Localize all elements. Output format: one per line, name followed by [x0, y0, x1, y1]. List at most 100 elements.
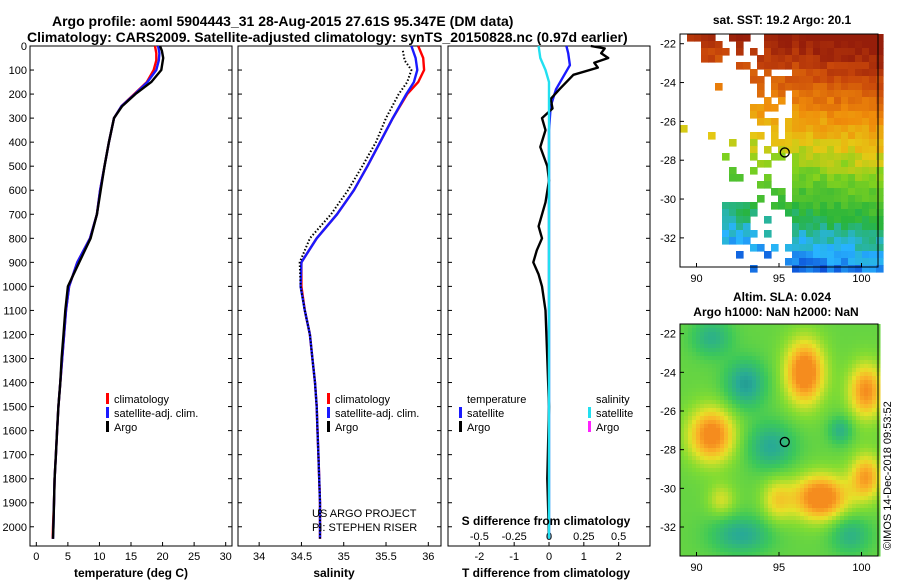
sla-cell: [824, 456, 829, 461]
sst-cell: [813, 251, 821, 259]
sla-cell: [684, 468, 689, 473]
sla-cell: [852, 428, 857, 433]
sla-cell: [860, 328, 865, 333]
sla-cell: [752, 516, 757, 521]
sla-cell: [772, 344, 777, 349]
sla-cell: [728, 400, 733, 405]
sla-cell: [856, 544, 861, 549]
sla-cell: [824, 540, 829, 545]
sla-cell: [812, 400, 817, 405]
sst-cell: [848, 90, 856, 98]
sla-cell: [688, 380, 693, 385]
sla-cell: [724, 432, 729, 437]
sla-cell: [756, 380, 761, 385]
sla-cell: [808, 332, 813, 337]
sla-cell: [764, 512, 769, 517]
sla-cell: [732, 536, 737, 541]
sst-cell: [813, 132, 821, 140]
sst-cell: [862, 90, 870, 98]
sla-cell: [748, 440, 753, 445]
sst-cell: [834, 111, 842, 119]
sla-cell: [744, 504, 749, 509]
sst-cell: [757, 55, 765, 63]
sla-cell: [832, 460, 837, 465]
argo-position-marker: [779, 436, 790, 448]
sla-cell: [804, 464, 809, 469]
sla-cell: [860, 472, 865, 477]
sla-cell: [820, 444, 825, 449]
sla-cell: [848, 436, 853, 441]
sla-cell: [872, 540, 877, 545]
sla-cell: [856, 356, 861, 361]
sla-cell: [776, 496, 781, 501]
sla-cell: [720, 504, 725, 509]
sla-cell: [840, 356, 845, 361]
sla-cell: [836, 440, 841, 445]
sst-cell: [771, 55, 779, 63]
sst-cell: [834, 48, 842, 56]
sla-cell: [852, 364, 857, 369]
sla-cell: [848, 424, 853, 429]
sla-cell: [724, 488, 729, 493]
sst-cell: [827, 230, 835, 238]
sst-cell: [813, 69, 821, 77]
sst-cell: [799, 153, 807, 161]
sla-cell: [796, 448, 801, 453]
sla-cell: [828, 460, 833, 465]
sla-cell: [680, 356, 685, 361]
sla-cell: [692, 480, 697, 485]
legend-label-argo: Argo: [114, 422, 137, 434]
sla-cell: [696, 340, 701, 345]
sla-cell: [704, 548, 709, 553]
sla-cell: [704, 360, 709, 365]
sst-cell: [785, 258, 793, 266]
map-x-tick-label: 95: [773, 273, 785, 285]
sla-cell: [872, 408, 877, 413]
sla-cell: [868, 336, 873, 341]
sla-cell: [776, 380, 781, 385]
sla-cell: [872, 484, 877, 489]
sla-cell: [780, 516, 785, 521]
sla-cell: [772, 516, 777, 521]
sla-cell: [740, 540, 745, 545]
sst-cell: [792, 251, 800, 259]
sla-cell: [752, 460, 757, 465]
sst-cell: [855, 230, 863, 238]
sla-cell: [692, 388, 697, 393]
sla-cell: [776, 412, 781, 417]
sla-cell: [736, 400, 741, 405]
sla-cell: [856, 476, 861, 481]
sla-cell: [872, 436, 877, 441]
sla-cell: [712, 476, 717, 481]
sla-cell: [868, 496, 873, 501]
sla-cell: [700, 436, 705, 441]
sst-cell: [841, 181, 849, 189]
sla-cell: [864, 436, 869, 441]
sst-cell: [869, 83, 877, 91]
sla-cell: [816, 468, 821, 473]
sla-cell: [840, 476, 845, 481]
sla-cell: [812, 332, 817, 337]
sst-cell: [848, 181, 856, 189]
sla-cell: [872, 464, 877, 469]
sla-cell: [724, 504, 729, 509]
sla-cell: [704, 452, 709, 457]
sst-cell: [841, 195, 849, 203]
sla-cell: [788, 424, 793, 429]
sla-cell: [768, 364, 773, 369]
sla-cell: [812, 408, 817, 413]
sst-cell: [778, 97, 786, 105]
sla-cell: [732, 364, 737, 369]
sla-cell: [840, 388, 845, 393]
sla-cell: [824, 520, 829, 525]
sla-cell: [804, 472, 809, 477]
sla-cell: [704, 448, 709, 453]
sla-cell: [756, 528, 761, 533]
sla-cell: [744, 524, 749, 529]
sla-cell: [732, 392, 737, 397]
sst-cell: [848, 209, 856, 217]
sla-cell: [680, 484, 685, 489]
sla-cell: [796, 468, 801, 473]
sla-cell: [716, 488, 721, 493]
sla-cell: [780, 368, 785, 373]
